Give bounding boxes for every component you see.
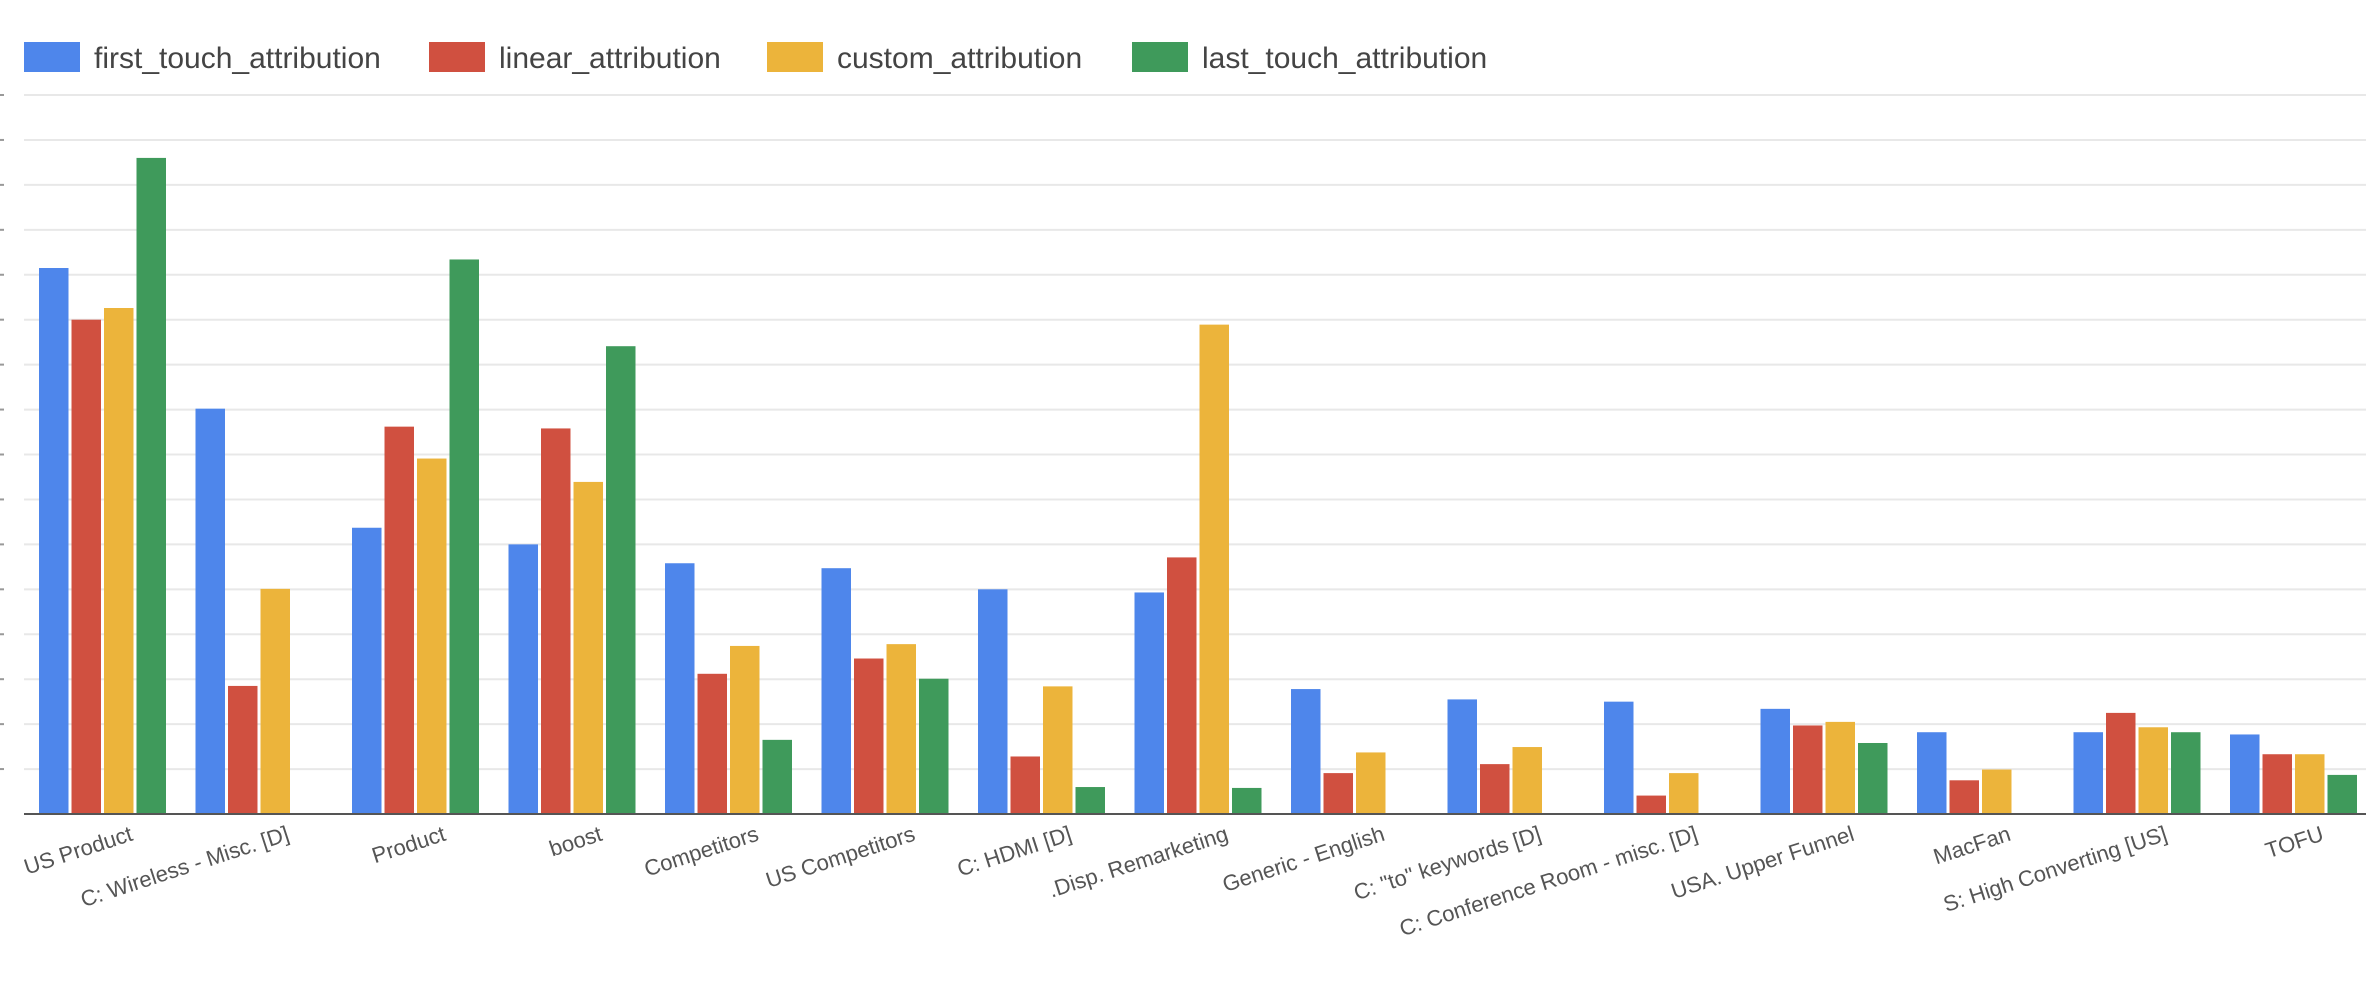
bar-group-s-high-converting-us	[2073, 712, 2201, 814]
legend-item-custom-attribution[interactable]: custom_attribution	[767, 42, 1082, 75]
bar-custom-attribution[interactable]	[1356, 752, 1386, 814]
bar-linear-attribution[interactable]	[228, 685, 258, 814]
bar-custom-attribution[interactable]	[886, 644, 917, 814]
x-tick-label: MacFan	[1930, 821, 2013, 869]
bar-custom-attribution[interactable]	[2295, 754, 2325, 814]
bar-custom-attribution[interactable]	[1512, 747, 1543, 814]
x-tick-label: C: HDMI [D]	[954, 821, 1074, 881]
bar-group-us-competitors	[821, 568, 949, 814]
bar-custom-attribution[interactable]	[1825, 721, 1856, 814]
legend-label: linear_attribution	[499, 42, 721, 75]
legend-label: custom_attribution	[837, 42, 1082, 75]
bar-group-product	[352, 259, 479, 814]
legend-item-last-touch-attribution[interactable]: last_touch_attribution	[1132, 42, 1487, 75]
bar-custom-attribution[interactable]	[1043, 686, 1073, 814]
bar-first-touch-attribution[interactable]	[1134, 592, 1165, 814]
x-tick-label: TOFU	[2262, 821, 2326, 863]
bar-linear-attribution[interactable]	[71, 319, 102, 814]
legend-swatch	[24, 42, 80, 72]
legend-swatch	[767, 42, 823, 72]
legend-item-linear-attribution[interactable]: linear_attribution	[429, 42, 721, 75]
bar-linear-attribution[interactable]	[2262, 754, 2293, 814]
x-tick-label: Product	[369, 821, 449, 868]
bar-first-touch-attribution[interactable]	[1291, 689, 1321, 814]
bar-custom-attribution[interactable]	[573, 481, 604, 814]
bar-first-touch-attribution[interactable]	[665, 563, 695, 814]
bar-linear-attribution[interactable]	[697, 673, 728, 814]
bar-first-touch-attribution[interactable]	[1447, 699, 1478, 814]
bar-last-touch-attribution[interactable]	[919, 678, 949, 814]
legend-label: last_touch_attribution	[1202, 42, 1487, 75]
legend-item-first-touch-attribution[interactable]: first_touch_attribution	[24, 42, 381, 75]
bar-linear-attribution[interactable]	[1636, 795, 1667, 814]
x-tick-label: US Competitors	[763, 821, 918, 893]
bar-group-tofu	[2230, 734, 2357, 814]
bar-last-touch-attribution[interactable]	[1232, 787, 1262, 814]
bar-group-c-hdmi-d	[978, 589, 1105, 814]
bar-linear-attribution[interactable]	[854, 658, 884, 814]
bar-group-macfan	[1917, 732, 2012, 814]
bar-linear-attribution[interactable]	[1949, 780, 1980, 814]
bar-linear-attribution[interactable]	[1010, 756, 1041, 814]
bar-first-touch-attribution[interactable]	[2230, 734, 2260, 814]
chart-bars	[39, 157, 2357, 815]
bar-last-touch-attribution[interactable]	[136, 157, 167, 815]
bar-group-c-to-keywords-d	[1447, 699, 1543, 814]
legend-swatch	[429, 42, 485, 72]
bar-first-touch-attribution[interactable]	[1917, 732, 1947, 814]
bar-group-generic-english	[1291, 689, 1386, 814]
bar-custom-attribution[interactable]	[1669, 773, 1699, 814]
bar-last-touch-attribution[interactable]	[1075, 787, 1106, 814]
bar-group-boost	[508, 346, 636, 814]
bar-group-competitors	[665, 563, 792, 814]
x-tick-label: Competitors	[641, 821, 762, 881]
bar-last-touch-attribution[interactable]	[1858, 742, 1888, 814]
bar-first-touch-attribution[interactable]	[39, 268, 69, 814]
bar-custom-attribution[interactable]	[104, 308, 134, 814]
bar-linear-attribution[interactable]	[541, 428, 571, 814]
bar-linear-attribution[interactable]	[1323, 773, 1354, 814]
bar-first-touch-attribution[interactable]	[821, 568, 852, 814]
bar-group-c-wireless-misc-d	[195, 408, 291, 814]
bar-group-disp-remarketing	[1134, 324, 1262, 814]
x-tick-label: C: Conference Room - misc. [D]	[1396, 821, 1700, 941]
bar-last-touch-attribution[interactable]	[2327, 774, 2358, 814]
bar-first-touch-attribution[interactable]	[978, 589, 1008, 814]
bar-last-touch-attribution[interactable]	[2171, 732, 2201, 814]
bar-last-touch-attribution[interactable]	[606, 346, 636, 814]
bar-group-c-conference-room-misc-d	[1604, 701, 1699, 814]
x-tick-label: .Disp. Remarketing	[1045, 821, 1231, 903]
bar-first-touch-attribution[interactable]	[1760, 708, 1791, 814]
bar-linear-attribution[interactable]	[384, 426, 415, 814]
bar-linear-attribution[interactable]	[1480, 764, 1510, 814]
bar-first-touch-attribution[interactable]	[352, 527, 382, 814]
bar-group-us-product	[39, 157, 167, 815]
bar-first-touch-attribution[interactable]	[508, 544, 539, 814]
bar-last-touch-attribution[interactable]	[449, 259, 480, 814]
bar-custom-attribution[interactable]	[1199, 324, 1230, 814]
bar-custom-attribution[interactable]	[260, 588, 291, 814]
bar-linear-attribution[interactable]	[1167, 557, 1197, 814]
bar-custom-attribution[interactable]	[2138, 727, 2169, 814]
legend-swatch	[1132, 42, 1188, 72]
bar-first-touch-attribution[interactable]	[195, 408, 226, 814]
bar-last-touch-attribution[interactable]	[762, 739, 793, 814]
chart-legend: first_touch_attribution linear_attributio…	[24, 42, 1487, 75]
chart-gridlines	[0, 94, 2366, 771]
bar-custom-attribution[interactable]	[730, 645, 760, 814]
x-tick-label: boost	[546, 821, 605, 861]
x-tick-label: US Product	[21, 821, 136, 880]
bar-first-touch-attribution[interactable]	[1604, 701, 1634, 814]
bar-custom-attribution[interactable]	[1982, 769, 2012, 814]
bar-first-touch-attribution[interactable]	[2073, 732, 2104, 814]
bar-custom-attribution[interactable]	[417, 458, 447, 814]
bar-linear-attribution[interactable]	[2106, 712, 2136, 814]
legend-label: first_touch_attribution	[94, 42, 381, 75]
bar-linear-attribution[interactable]	[1793, 725, 1823, 814]
bar-group-usa-upper-funnel	[1760, 708, 1888, 814]
